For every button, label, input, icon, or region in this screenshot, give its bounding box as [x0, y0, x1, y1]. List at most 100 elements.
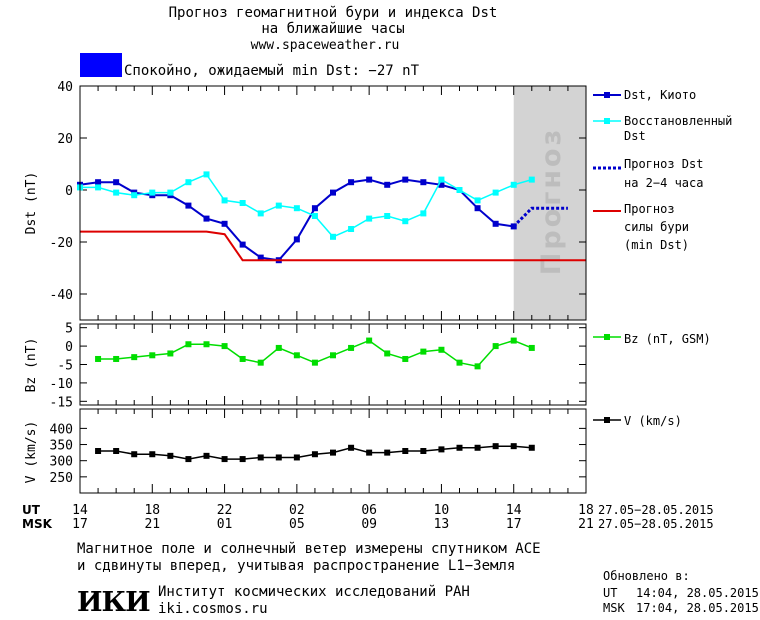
institute-site[interactable]: iki.cosmos.ru [158, 601, 268, 617]
bz-ylabel: Bz (nT) [24, 338, 39, 393]
series-line [80, 230, 586, 262]
data-point [456, 359, 463, 366]
y-tick-label: -15 [50, 395, 73, 410]
data-point [366, 176, 373, 183]
data-point [239, 200, 246, 206]
data-point [456, 444, 463, 451]
forecast-zone-label: Прогноз [536, 127, 567, 275]
data-point [113, 448, 120, 454]
ut-tick-label: 02 [289, 503, 305, 518]
status-text: Спокойно, ожидаемый min Dst: −27 nT [124, 63, 420, 79]
legend-v-label: V (km/s) [624, 414, 682, 428]
data-point [257, 359, 264, 366]
series-line [80, 173, 533, 238]
data-point [528, 444, 535, 451]
updated-ut-label: UT [603, 586, 617, 600]
data-point [366, 337, 373, 344]
data-point [438, 446, 445, 453]
y-tick-label: 0 [65, 184, 73, 199]
legend-storm-forecast: Прогноз силы бури (min Dst) [593, 202, 689, 252]
y-tick-label: -20 [50, 236, 73, 251]
data-point [438, 181, 445, 188]
data-point [420, 210, 427, 217]
y-tick-label: 400 [50, 422, 73, 437]
updated-label: Обновлено в: [603, 569, 690, 583]
data-point [348, 226, 355, 232]
data-point [402, 448, 409, 454]
msk-date-range: 27.05−28.05.2015 [598, 517, 714, 531]
msk-tick-label: 17 [506, 517, 522, 532]
ut-tick-label: 06 [361, 503, 377, 518]
data-point [528, 176, 535, 183]
data-point [492, 343, 499, 350]
data-point [167, 189, 174, 196]
data-point [257, 454, 264, 461]
data-point [293, 205, 300, 212]
data-point [366, 215, 373, 222]
data-point [221, 197, 228, 204]
data-point [474, 205, 481, 212]
dst-frame [79, 85, 587, 321]
data-point [131, 192, 138, 199]
y-tick-label: 300 [50, 455, 73, 470]
ut-tick-label: 14 [72, 503, 88, 518]
data-point [528, 344, 535, 351]
ut-tick-label: 18 [144, 503, 160, 518]
series-line [79, 178, 514, 262]
data-point [131, 354, 138, 361]
data-point [239, 241, 246, 248]
iki-logo: ИКИ [77, 587, 150, 618]
legend-forecast-dst: Прогноз Dst на 2−4 часа [593, 157, 703, 190]
data-point [510, 181, 517, 188]
forecast-zone [513, 86, 586, 320]
data-point [149, 189, 156, 196]
data-point [330, 352, 336, 359]
data-point [330, 449, 336, 456]
website-link[interactable]: www.spaceweather.ru [251, 38, 400, 53]
data-point [420, 348, 427, 355]
data-point [95, 179, 102, 186]
msk-tick-label: 09 [361, 517, 377, 532]
data-point [456, 187, 463, 193]
data-point [95, 355, 102, 362]
updated-msk-value: 17:04, 28.05.2015 [636, 601, 759, 615]
data-point [239, 456, 246, 463]
data-point [420, 448, 427, 454]
data-point [474, 363, 481, 370]
institute-name: Институт космических исследований РАН [158, 584, 470, 600]
msk-tick-label: 21 [578, 517, 594, 532]
data-point [384, 213, 391, 219]
legend-v: V (km/s) [593, 414, 682, 428]
data-point [311, 205, 318, 212]
data-point [113, 189, 120, 196]
y-tick-label: 20 [57, 132, 73, 147]
data-point [311, 451, 318, 458]
data-point [384, 181, 391, 188]
ut-tick-label: 22 [217, 503, 233, 518]
data-point [293, 352, 300, 359]
data-point [257, 210, 264, 217]
data-point [221, 220, 228, 227]
data-point [113, 179, 120, 186]
legend-dst-kyoto-label: Dst, Киото [624, 88, 696, 102]
updated-msk-label: MSK [603, 601, 625, 615]
note-line1: Магнитное поле и солнечный ветер измерен… [77, 541, 541, 557]
data-point [366, 449, 373, 456]
data-point [474, 197, 481, 204]
legend-storm-line3: (min Dst) [624, 238, 689, 252]
v-ylabel: V (km/s) [24, 421, 39, 484]
data-point [203, 171, 210, 178]
data-point [474, 444, 481, 451]
data-point [185, 456, 192, 463]
data-point [275, 344, 282, 351]
y-tick-label: 5 [65, 322, 73, 337]
data-point [239, 355, 246, 362]
ut-date-range: 27.05−28.05.2015 [598, 503, 714, 517]
series-line [512, 206, 568, 228]
dst-ylabel: Dst (nT) [24, 172, 39, 235]
data-point [420, 179, 427, 186]
ut-tick-label: 18 [578, 503, 594, 518]
legend-restored-line2: Dst [624, 129, 646, 143]
